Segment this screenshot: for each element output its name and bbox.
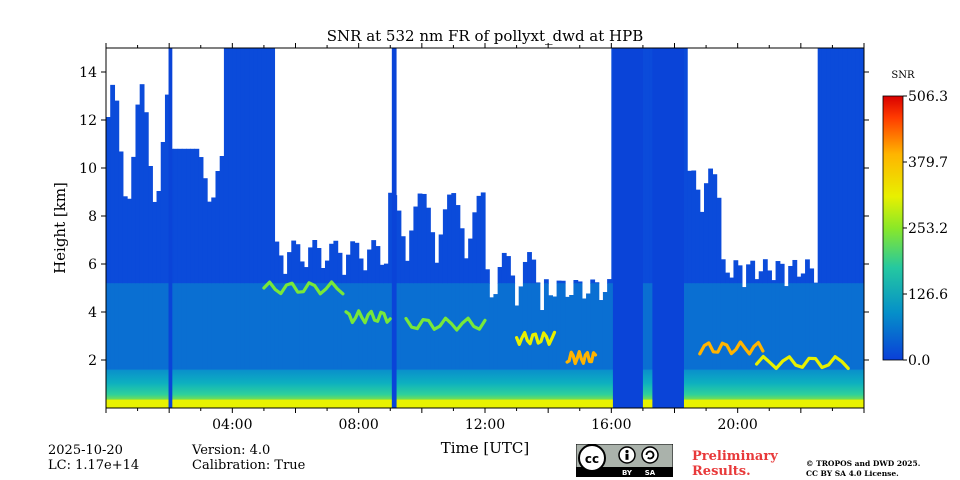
- cloud-layer-1: [262, 280, 345, 296]
- x-axis-label: Time [UTC]: [441, 439, 530, 457]
- preliminary-results-note: Preliminary Results.: [692, 449, 778, 479]
- preliminary-line-2: Results.: [692, 464, 751, 479]
- y-tick-label: 6: [88, 257, 97, 273]
- cloud-layer-7: [754, 354, 850, 370]
- plot-area: [106, 48, 864, 408]
- chart-title: SNR at 532 nm FR of pollyxt_dwd at HPB: [327, 27, 644, 45]
- gap-band-2: [391, 48, 397, 408]
- y-tick-label: 4: [88, 305, 97, 321]
- colorbar-label: SNR: [891, 70, 915, 81]
- colorbar: SNR 0.0 126.6 253.2 379.7 506.3: [882, 70, 948, 369]
- gap-band-1: [168, 48, 173, 408]
- colorbar-tick-label: 379.7: [908, 155, 948, 171]
- colorbar-tick-label: 506.3: [908, 89, 948, 105]
- copyright-line-2: CC BY SA 4.0 License.: [806, 469, 899, 478]
- cloud-layer-6: [698, 340, 765, 356]
- y-tick-label: 14: [79, 65, 97, 81]
- colorbar-tick-label: 126.6: [908, 287, 948, 303]
- colorbar-tick-label: 253.2: [908, 221, 948, 237]
- colorbar-tick-label: 0.0: [908, 353, 930, 369]
- x-tick-label: 20:00: [717, 417, 757, 433]
- cc-sa-text: SA: [645, 469, 656, 477]
- y-tick-label: 8: [88, 209, 97, 225]
- y-axis: 2 4 6 8 10 12 14: [79, 65, 869, 369]
- lidar-constant-text: LC: 1.17e+14: [48, 458, 140, 473]
- x-tick-label: 16:00: [591, 417, 631, 433]
- gap-band-3: [612, 48, 643, 408]
- cc-by-text: BY: [622, 469, 633, 477]
- x-axis: 04:00 08:00 12:00 16:00 20:00: [105, 43, 865, 433]
- x-tick-label: 08:00: [338, 417, 378, 433]
- y-tick-label: 2: [88, 353, 97, 369]
- y-tick-label: 12: [79, 113, 97, 129]
- preliminary-line-1: Preliminary: [692, 449, 778, 464]
- calibration-text: Calibration: True: [192, 458, 306, 473]
- y-tick-label: 10: [79, 161, 97, 177]
- cloud-layer-5: [565, 350, 598, 366]
- metadata-middle: Version: 4.0 Calibration: True: [192, 443, 305, 473]
- cc-by-sa-license-icon: cc BY SA: [576, 444, 673, 477]
- metadata-left: 2025-10-20 LC: 1.17e+14: [48, 443, 139, 473]
- version-text: Version: 4.0: [192, 443, 271, 458]
- date-text: 2025-10-20: [48, 443, 123, 458]
- x-tick-label: 04:00: [212, 417, 252, 433]
- cloud-layer-4: [514, 330, 557, 346]
- cloud-layer-2: [344, 309, 392, 325]
- copyright-line-1: © TROPOS and DWD 2025.: [806, 459, 921, 468]
- copyright-note: © TROPOS and DWD 2025. CC BY SA 4.0 Lice…: [806, 459, 920, 479]
- x-tick-label: 12:00: [465, 417, 505, 433]
- colorbar-gradient: [882, 95, 904, 361]
- cloud-layer-3: [404, 316, 487, 332]
- gap-band-4: [652, 48, 684, 408]
- svg-text:cc: cc: [585, 452, 599, 466]
- y-axis-label: Height [km]: [51, 182, 69, 274]
